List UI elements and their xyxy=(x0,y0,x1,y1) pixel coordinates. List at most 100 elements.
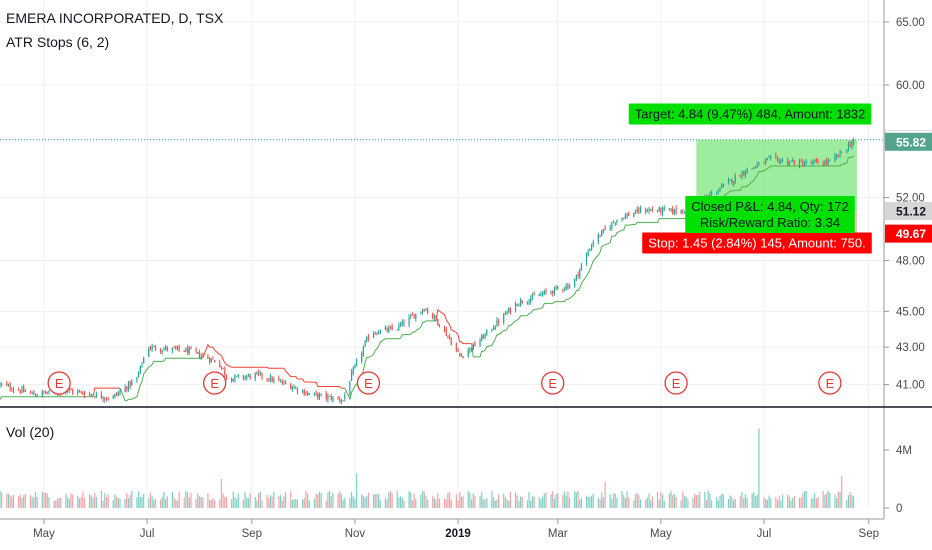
symbol-title[interactable]: EMERA INCORPORATED, D, TSX xyxy=(6,10,224,26)
candle-body xyxy=(812,161,814,165)
volume-bar xyxy=(447,492,449,508)
volume-bar xyxy=(722,494,725,508)
candle-body xyxy=(427,309,429,313)
volume-bar xyxy=(9,495,11,508)
candle-body xyxy=(734,175,736,182)
volume-bar xyxy=(597,497,599,508)
candle-body xyxy=(415,313,417,320)
candle-body xyxy=(214,360,216,363)
candle-body xyxy=(421,309,424,313)
volume-bar xyxy=(680,500,682,508)
volume-bar xyxy=(624,497,626,508)
candle-body xyxy=(41,391,43,396)
volume-bar xyxy=(372,494,375,508)
volume-bar xyxy=(401,497,403,508)
candle-body xyxy=(474,342,476,347)
volume-bar xyxy=(599,499,601,508)
candle-body xyxy=(710,192,713,195)
volume-bar xyxy=(739,495,741,508)
volume-bar xyxy=(151,496,153,508)
candle-body xyxy=(195,349,197,353)
volume-bar xyxy=(148,498,150,508)
price-tag-label: 51.12 xyxy=(896,204,926,218)
volume-bar xyxy=(484,499,486,508)
volume-bar xyxy=(626,491,628,508)
candle-body xyxy=(285,382,287,384)
volume-bar xyxy=(486,497,488,508)
volume-bar xyxy=(817,496,819,508)
candle-body xyxy=(242,375,244,379)
candle-body xyxy=(295,387,297,389)
volume-bar xyxy=(805,491,807,508)
candle-body xyxy=(210,358,212,363)
volume-bar xyxy=(704,492,706,508)
volume-bar xyxy=(197,493,199,508)
candle-body xyxy=(744,172,746,176)
candle-body xyxy=(244,376,246,379)
risk-reward-text: Risk/Reward Ratio: 3.34 xyxy=(700,215,840,230)
candle-body xyxy=(825,160,828,164)
volume-bar xyxy=(697,495,699,508)
candle-body xyxy=(301,390,304,392)
volume-bar xyxy=(254,497,256,508)
candle-body xyxy=(207,356,209,359)
candle-body xyxy=(90,394,92,396)
volume-bar xyxy=(12,495,15,508)
candle-body xyxy=(364,341,366,347)
candle-body xyxy=(563,288,566,290)
earnings-marker-label: E xyxy=(672,376,681,391)
indicator-label[interactable]: ATR Stops (6, 2) xyxy=(6,34,110,50)
volume-bar xyxy=(411,500,414,508)
candle-body xyxy=(268,380,270,382)
candle-body xyxy=(626,214,628,217)
volume-bar xyxy=(415,498,417,508)
volume-bar xyxy=(378,493,380,508)
volume-bar xyxy=(531,495,534,508)
candle-body xyxy=(776,157,779,159)
candle-body xyxy=(479,340,481,346)
candle-body xyxy=(624,215,626,219)
volume-bar xyxy=(645,499,647,508)
volume-bar xyxy=(83,498,86,508)
volume-label[interactable]: Vol (20) xyxy=(6,424,55,440)
volume-bar xyxy=(36,496,38,508)
candle-body xyxy=(176,346,179,349)
volume-bar xyxy=(67,497,69,508)
volume-bar xyxy=(107,494,109,508)
volume-bar xyxy=(266,494,268,508)
volume-bar xyxy=(503,493,505,508)
candle-body xyxy=(112,395,114,399)
volume-bar xyxy=(281,500,283,508)
candle-body xyxy=(580,264,583,270)
candle-body xyxy=(682,210,684,213)
candle-body xyxy=(31,392,33,394)
candle-body xyxy=(472,343,474,350)
candle-body xyxy=(765,159,767,163)
volume-bar xyxy=(261,500,263,508)
volume-bar xyxy=(569,497,571,508)
candle-body xyxy=(23,387,25,392)
volume-bar xyxy=(116,496,118,508)
stop-label-text: Stop: 1.45 (2.84%) 145, Amount: 750. xyxy=(648,236,866,251)
candle-body xyxy=(741,172,743,179)
candle-body xyxy=(149,348,152,350)
volume-bar xyxy=(171,491,174,508)
candle-body xyxy=(817,160,819,164)
volume-bar xyxy=(810,498,812,508)
candle-body xyxy=(672,208,674,214)
candle-body xyxy=(114,393,116,397)
volume-bar xyxy=(790,500,792,508)
volume-bar xyxy=(94,492,96,508)
volume-bar xyxy=(236,499,238,508)
candle-body xyxy=(136,377,138,381)
volume-bar xyxy=(508,500,510,508)
volume-bar xyxy=(301,499,304,508)
volume-bar xyxy=(673,493,676,508)
volume-bar xyxy=(611,499,613,508)
volume-bar xyxy=(183,497,185,508)
candle-body xyxy=(154,346,157,350)
candle-body xyxy=(148,349,150,357)
volume-bar xyxy=(247,498,250,508)
